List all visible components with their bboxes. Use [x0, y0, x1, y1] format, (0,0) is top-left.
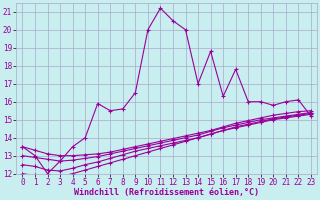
X-axis label: Windchill (Refroidissement éolien,°C): Windchill (Refroidissement éolien,°C) [74, 188, 259, 197]
